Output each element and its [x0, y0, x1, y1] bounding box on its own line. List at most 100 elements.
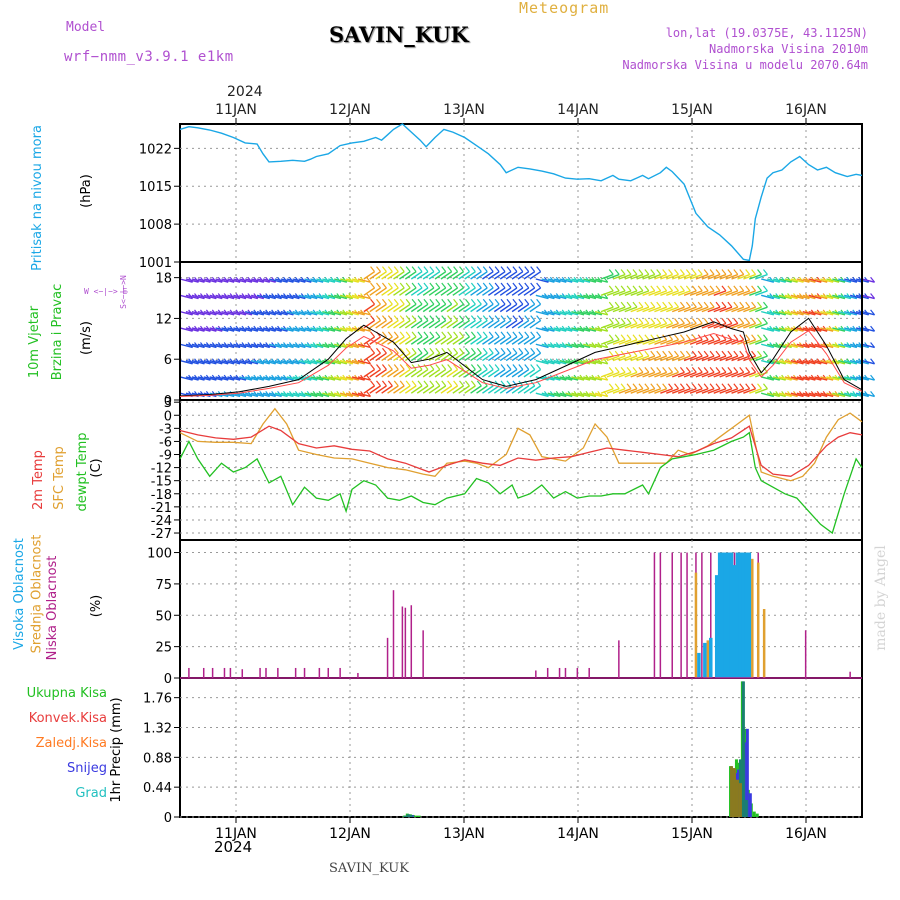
wind-barb-flag: [435, 282, 441, 289]
wind-barb-flag: [608, 367, 614, 373]
wind-barb: [689, 355, 703, 362]
wind-barb: [262, 278, 276, 283]
wind-barb-flag: [524, 347, 530, 354]
wind-barb: [428, 368, 441, 378]
wind-barb: [197, 327, 211, 332]
wind-barb: [802, 359, 816, 365]
wind-barb-flag: [393, 347, 399, 354]
temperature-panel-frame: [179, 399, 863, 541]
wind-barb: [778, 278, 792, 283]
wind-barb: [677, 290, 691, 296]
wind-barb: [268, 392, 282, 398]
wind-barb-flag: [638, 383, 644, 390]
wind-barb-flag: [453, 315, 459, 321]
temperature-ytick-label: -24: [151, 514, 172, 529]
wind-barb-flag: [512, 364, 518, 370]
wind-barb: [422, 368, 435, 378]
wind-barb-flag: [632, 301, 638, 308]
wind-barb: [565, 376, 579, 381]
wind-barb: [671, 388, 685, 394]
wind-barb-flag: [703, 383, 709, 390]
wind-barb: [328, 278, 342, 283]
wind-barb: [482, 385, 494, 394]
wind-barb: [304, 294, 318, 300]
wind-barb: [559, 359, 573, 365]
wind-barb-flag: [536, 315, 542, 321]
wind-barb: [304, 278, 318, 283]
wind-barb: [393, 287, 405, 296]
wind-barb: [814, 392, 828, 398]
wind-barb: [369, 336, 381, 345]
meteogram-label: Meteogram: [519, 0, 610, 17]
wind-barb-flag: [435, 331, 441, 338]
wind-barb: [802, 343, 816, 349]
wind-barb-flag: [494, 347, 500, 354]
wind-barb: [191, 278, 205, 283]
wind-barb: [832, 278, 846, 283]
wind-barb-flag: [709, 383, 715, 390]
year-bottom: 2024: [214, 838, 253, 856]
wind-barb-flag: [626, 285, 632, 292]
wind-barb: [683, 322, 697, 329]
wind-barb: [434, 303, 447, 313]
wind-barb: [304, 392, 318, 398]
wind-barb: [493, 303, 506, 313]
wind-barb: [701, 290, 715, 296]
legend-total-rain: Ukupna Kisa: [26, 686, 107, 701]
wind-barb: [838, 343, 852, 349]
wind-barb-flag: [476, 298, 482, 305]
model-value: wrf−nmm_v3.9.1 e1km: [64, 49, 234, 65]
wind-barb-flag: [423, 364, 429, 370]
wind-barb: [600, 371, 614, 378]
wind-barb: [310, 343, 324, 349]
wind-barb-flag: [464, 315, 470, 321]
wind-barb-flag: [494, 298, 500, 305]
temperature-ytick-label: 0: [164, 409, 172, 424]
wind-barb-flag: [441, 331, 447, 338]
wind-barb: [422, 303, 435, 313]
wind-barb-flag: [366, 293, 371, 299]
wind-barb: [778, 310, 792, 316]
wind-barb: [826, 343, 840, 349]
wind-barb-flag: [626, 350, 632, 357]
wind-barb-flag: [721, 269, 727, 275]
wind-barb: [375, 287, 387, 296]
wind-barb: [695, 273, 709, 280]
wind-barb-flag: [703, 318, 709, 324]
wind-barb: [784, 359, 798, 365]
wind-barb: [197, 278, 211, 283]
wind-barb: [802, 278, 816, 283]
cloud-ytick-label: 25: [155, 641, 172, 656]
wind-barb: [203, 359, 217, 365]
wind-barb: [796, 392, 810, 398]
mid-cloud-bar: [756, 562, 760, 678]
wind-barb: [624, 273, 638, 280]
wind-barb-flag: [644, 350, 650, 357]
wind-barb: [565, 294, 579, 300]
wind-barb: [796, 294, 810, 300]
wind-barb: [487, 385, 500, 394]
wind-barb-flag: [727, 350, 733, 357]
wind-barb: [612, 388, 626, 394]
wind-barb: [571, 310, 585, 316]
wind-barb: [844, 310, 857, 316]
wind-barb: [399, 368, 411, 378]
low-cloud-bar: [357, 672, 359, 678]
wind-barb-flag: [614, 334, 620, 341]
wind-barb: [268, 310, 282, 316]
wind-barb-flag: [739, 285, 745, 292]
wind-barb-flag: [668, 350, 674, 357]
wind-barb: [642, 273, 656, 280]
wind-barb: [245, 376, 259, 381]
wind-barb: [458, 320, 470, 329]
wind-barb: [547, 294, 561, 300]
wind-barb: [493, 320, 506, 329]
wind-barb-flag: [650, 285, 656, 292]
wind-barb: [683, 290, 697, 296]
wind-barb: [523, 385, 536, 394]
wind-barb: [298, 310, 312, 316]
wind-barb: [689, 388, 703, 394]
wind-barb: [203, 327, 217, 332]
low-cloud-bar: [188, 667, 190, 678]
wind-barb: [541, 294, 555, 300]
